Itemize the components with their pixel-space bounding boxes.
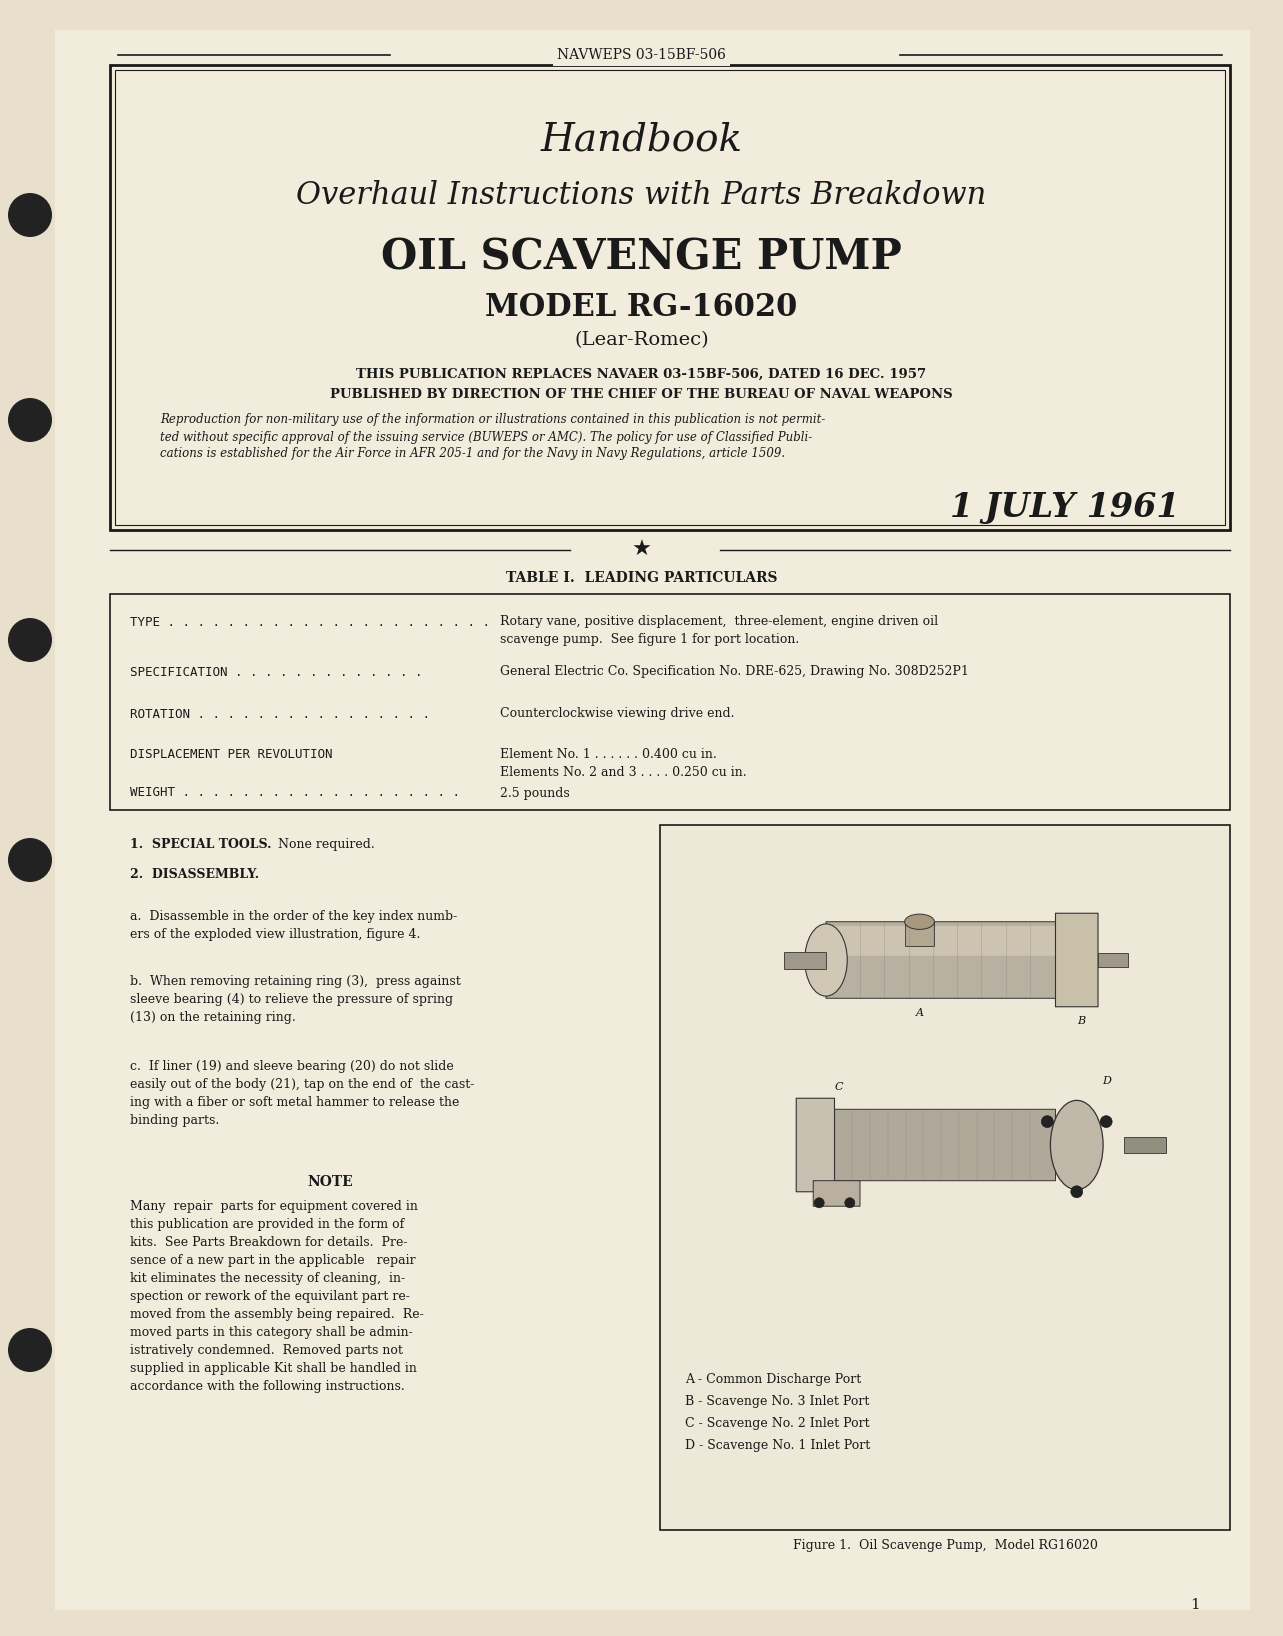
FancyBboxPatch shape	[830, 926, 1060, 955]
Text: PUBLISHED BY DIRECTION OF THE CHIEF OF THE BUREAU OF NAVAL WEAPONS: PUBLISHED BY DIRECTION OF THE CHIEF OF T…	[330, 388, 953, 401]
Text: c.  If liner (19) and sleeve bearing (20) do not slide
easily out of the body (2: c. If liner (19) and sleeve bearing (20)…	[130, 1060, 475, 1127]
Bar	[1124, 1137, 1166, 1153]
Text: TABLE I.  LEADING PARTICULARS: TABLE I. LEADING PARTICULARS	[506, 571, 777, 586]
Text: b.  When removing retaining ring (3),  press against
sleeve bearing (4) to relie: b. When removing retaining ring (3), pre…	[130, 975, 461, 1024]
Bar	[659, 825, 1230, 1530]
Circle shape	[1042, 1116, 1053, 1127]
Text: 2.  DISASSEMBLY.: 2. DISASSEMBLY.	[130, 869, 259, 882]
Text: 1.  SPECIAL TOOLS.: 1. SPECIAL TOOLS.	[130, 838, 272, 851]
Text: Figure 1.  Oil Scavenge Pump,  Model RG16020: Figure 1. Oil Scavenge Pump, Model RG160…	[793, 1538, 1097, 1551]
Bar	[1098, 954, 1128, 967]
Text: MODEL RG-16020: MODEL RG-16020	[485, 293, 798, 324]
Text: C: C	[834, 1081, 843, 1093]
Circle shape	[8, 1328, 53, 1373]
Text: OIL SCAVENGE PUMP: OIL SCAVENGE PUMP	[381, 237, 902, 280]
Circle shape	[844, 1198, 854, 1207]
Text: D: D	[1102, 1076, 1111, 1086]
FancyBboxPatch shape	[797, 1098, 834, 1191]
Text: ROTATION . . . . . . . . . . . . . . . .: ROTATION . . . . . . . . . . . . . . . .	[130, 707, 430, 720]
Ellipse shape	[1051, 1101, 1103, 1189]
Text: Elements No. 2 and 3 . . . . 0.250 cu in.: Elements No. 2 and 3 . . . . 0.250 cu in…	[500, 766, 747, 779]
Text: ★: ★	[631, 540, 652, 560]
Circle shape	[8, 193, 53, 237]
Text: cations is established for the Air Force in AFR 205-1 and for the Navy in Navy R: cations is established for the Air Force…	[160, 448, 785, 460]
Text: scavenge pump.  See figure 1 for port location.: scavenge pump. See figure 1 for port loc…	[500, 633, 799, 646]
Text: A: A	[916, 1008, 924, 1018]
Text: Counterclockwise viewing drive end.: Counterclockwise viewing drive end.	[500, 707, 734, 720]
Text: General Electric Co. Specification No. DRE-625, Drawing No. 308D252P1: General Electric Co. Specification No. D…	[500, 666, 969, 679]
Text: D - Scavenge No. 1 Inlet Port: D - Scavenge No. 1 Inlet Port	[685, 1440, 870, 1453]
Bar	[110, 594, 1230, 810]
Text: 1 JULY 1961: 1 JULY 1961	[951, 491, 1180, 525]
FancyBboxPatch shape	[817, 1109, 1056, 1181]
Text: (Lear-Romec): (Lear-Romec)	[575, 330, 708, 348]
Ellipse shape	[804, 924, 847, 996]
Text: Overhaul Instructions with Parts Breakdown: Overhaul Instructions with Parts Breakdo…	[296, 180, 987, 211]
Text: Reproduction for non-military use of the information or illustrations contained : Reproduction for non-military use of the…	[160, 414, 825, 427]
FancyBboxPatch shape	[813, 1181, 860, 1206]
Text: THIS PUBLICATION REPLACES NAVAER 03-15BF-506, DATED 16 DEC. 1957: THIS PUBLICATION REPLACES NAVAER 03-15BF…	[357, 368, 926, 381]
Circle shape	[8, 398, 53, 442]
Circle shape	[8, 618, 53, 663]
Text: a.  Disassemble in the order of the key index numb-
ers of the exploded view ill: a. Disassemble in the order of the key i…	[130, 910, 457, 941]
Text: A - Common Discharge Port: A - Common Discharge Port	[685, 1374, 861, 1386]
Text: SPECIFICATION . . . . . . . . . . . . .: SPECIFICATION . . . . . . . . . . . . .	[130, 666, 422, 679]
FancyBboxPatch shape	[1056, 913, 1098, 1006]
Text: WEIGHT . . . . . . . . . . . . . . . . . . .: WEIGHT . . . . . . . . . . . . . . . . .…	[130, 787, 461, 800]
Bar	[784, 952, 826, 969]
Text: NOTE: NOTE	[307, 1175, 353, 1189]
Text: None required.: None required.	[278, 838, 375, 851]
Text: B: B	[1076, 1016, 1085, 1026]
Bar	[905, 921, 934, 946]
Text: Handbook: Handbook	[540, 121, 743, 159]
Text: Element No. 1 . . . . . . 0.400 cu in.: Element No. 1 . . . . . . 0.400 cu in.	[500, 748, 717, 761]
Circle shape	[1071, 1186, 1083, 1198]
Circle shape	[8, 838, 53, 882]
FancyBboxPatch shape	[826, 921, 1064, 998]
Text: 1: 1	[1191, 1598, 1200, 1611]
Text: 2.5 pounds: 2.5 pounds	[500, 787, 570, 800]
Text: Rotary vane, positive displacement,  three-element, engine driven oil: Rotary vane, positive displacement, thre…	[500, 615, 938, 628]
Bar	[115, 70, 1225, 525]
Text: NAVWEPS 03-15BF-506: NAVWEPS 03-15BF-506	[557, 47, 726, 62]
Text: TYPE . . . . . . . . . . . . . . . . . . . . . .: TYPE . . . . . . . . . . . . . . . . . .…	[130, 615, 490, 628]
Text: B - Scavenge No. 3 Inlet Port: B - Scavenge No. 3 Inlet Port	[685, 1396, 870, 1409]
Text: C - Scavenge No. 2 Inlet Port: C - Scavenge No. 2 Inlet Port	[685, 1417, 870, 1430]
Circle shape	[815, 1198, 824, 1207]
Text: Many  repair  parts for equipment covered in
this publication are provided in th: Many repair parts for equipment covered …	[130, 1199, 423, 1392]
Text: ted without specific approval of the issuing service (BUWEPS or AMC). The policy: ted without specific approval of the iss…	[160, 430, 812, 443]
Bar	[110, 65, 1230, 530]
Circle shape	[1101, 1116, 1112, 1127]
Ellipse shape	[905, 915, 934, 929]
Text: DISPLACEMENT PER REVOLUTION: DISPLACEMENT PER REVOLUTION	[130, 748, 332, 761]
